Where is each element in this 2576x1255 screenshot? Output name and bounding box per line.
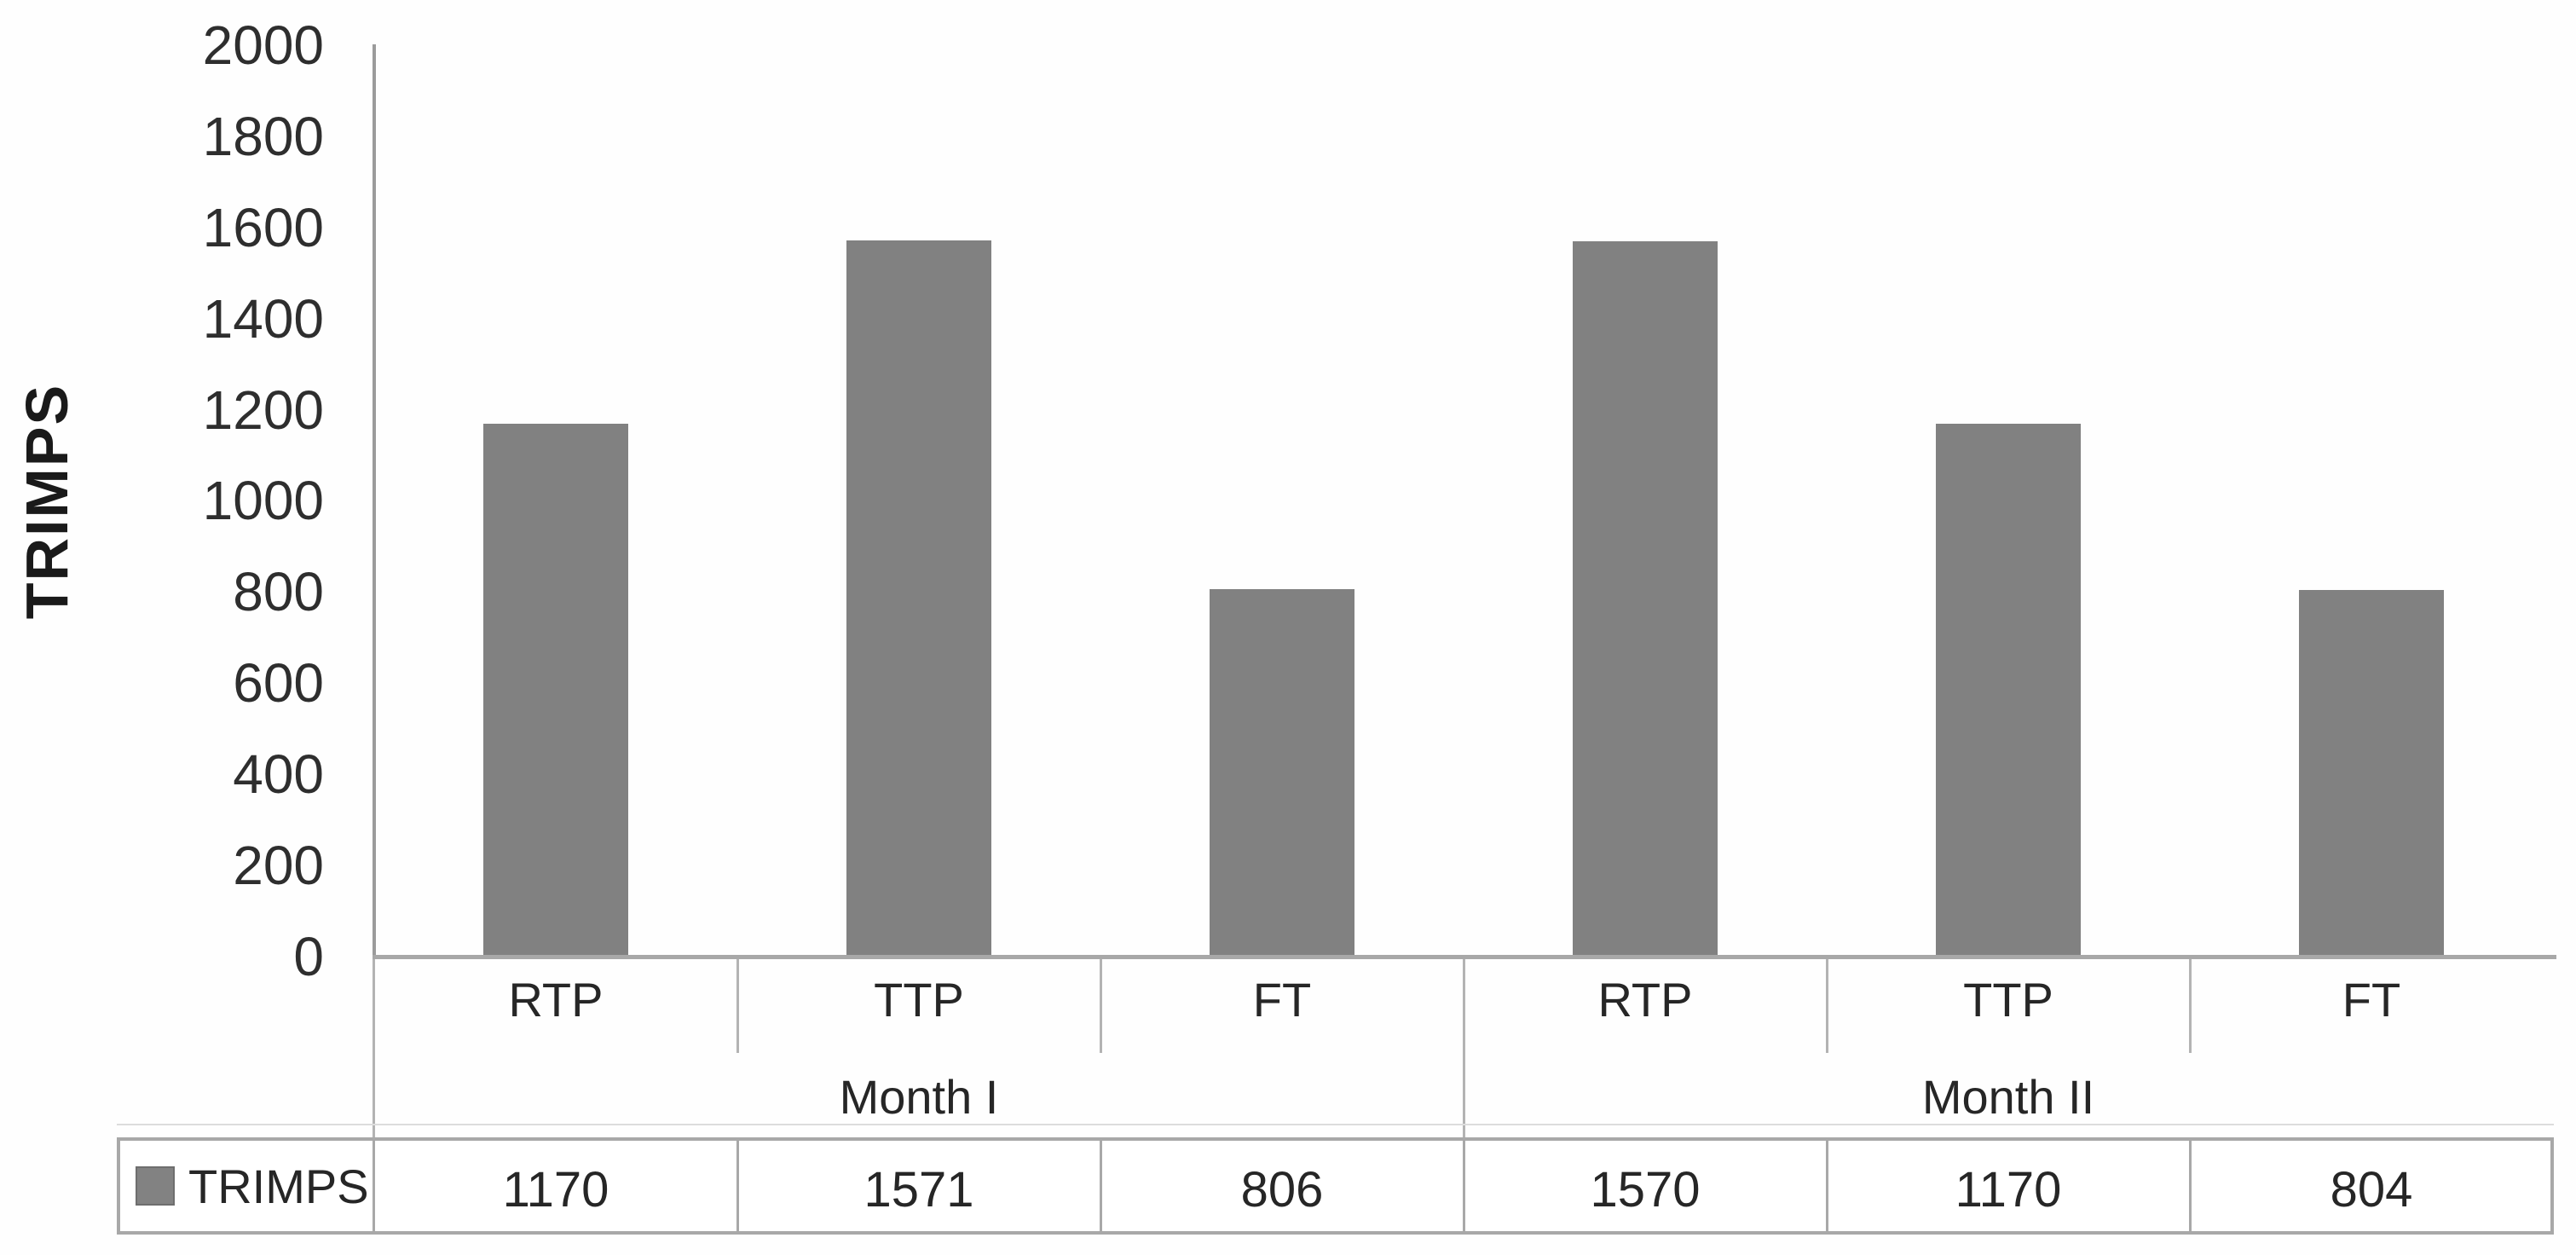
category-tick-3 [1826, 959, 1828, 1053]
plot-area [374, 45, 2553, 957]
bar-month1-ft [1210, 589, 1354, 957]
category-label-month2-ft: FT [2342, 973, 2401, 1027]
category-label-month1-rtp: RTP [508, 973, 604, 1027]
table-value-month2-rtp: 1570 [1590, 1162, 1701, 1217]
table-value-month1-rtp: 1170 [502, 1162, 609, 1217]
legend-cell: TRIMPS [120, 1141, 373, 1231]
bar-month1-rtp [483, 424, 628, 957]
table-value-month1-ft: 806 [1240, 1162, 1324, 1217]
y-tick-1800: 1800 [202, 106, 324, 167]
y-tick-200: 200 [233, 835, 324, 896]
y-tick-0: 0 [293, 926, 324, 987]
bar-month2-ttp [1936, 424, 2081, 957]
x-axis-line [373, 955, 2556, 959]
table-divider-2 [1100, 1141, 1102, 1231]
y-tick-600: 600 [233, 652, 324, 714]
group-label-month1: Month I [839, 1070, 999, 1124]
data-table [117, 1137, 2554, 1235]
table-divider-4 [1826, 1141, 1828, 1231]
y-axis-line [373, 44, 376, 958]
y-tick-1600: 1600 [202, 197, 324, 258]
axis-extension-line [373, 959, 375, 1138]
table-divider-0 [373, 1141, 375, 1231]
table-value-month1-ttp: 1571 [863, 1162, 974, 1217]
table-value-month2-ttp: 1170 [1955, 1162, 2062, 1217]
legend-series-label: TRIMPS [188, 1159, 369, 1213]
category-label-month2-rtp: RTP [1597, 973, 1693, 1027]
group-label-month2: Month II [1921, 1070, 2095, 1124]
table-divider-1 [736, 1141, 739, 1231]
legend-swatch-icon [136, 1166, 175, 1206]
category-label-month1-ft: FT [1252, 973, 1312, 1027]
y-tick-800: 800 [233, 561, 324, 622]
bar-month1-ttp [846, 240, 991, 957]
table-divider-5 [2189, 1141, 2192, 1231]
bar-month2-ft [2299, 590, 2444, 957]
table-top-border [117, 1124, 2554, 1125]
category-tick-2 [1100, 959, 1102, 1053]
category-tick-1 [736, 959, 739, 1053]
bar-month2-rtp [1573, 241, 1718, 957]
category-label-month1-ttp: TTP [874, 973, 964, 1027]
y-tick-1200: 1200 [202, 379, 324, 441]
table-divider-3 [1463, 1141, 1465, 1231]
table-value-month2-ft: 804 [2330, 1162, 2413, 1217]
y-tick-1000: 1000 [202, 470, 324, 531]
y-tick-1400: 1400 [202, 288, 324, 350]
category-label-month2-ttp: TTP [1963, 973, 2053, 1027]
category-tick-4 [2189, 959, 2192, 1053]
month-divider-line [1463, 959, 1465, 1138]
y-tick-2000: 2000 [202, 14, 324, 76]
y-tick-400: 400 [233, 743, 324, 805]
